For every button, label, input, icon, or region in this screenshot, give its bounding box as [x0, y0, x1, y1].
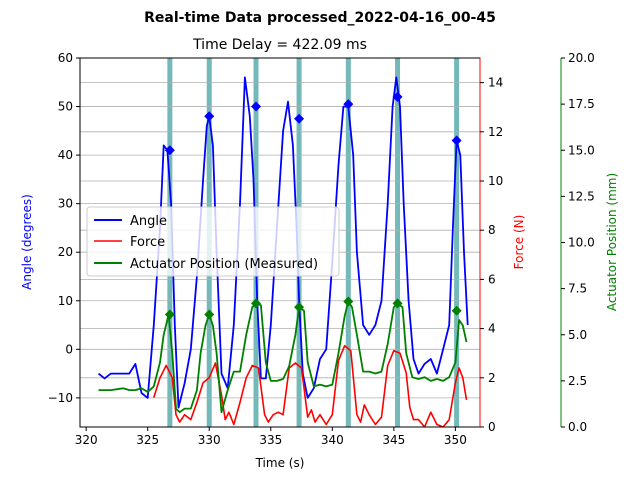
- force-tick-label-0: 0: [488, 420, 496, 434]
- series-line-actuator-position-measured: [98, 300, 468, 414]
- force-tick-label-7: 14: [488, 76, 503, 90]
- actuator-tick-label-6: 15.0: [568, 143, 595, 157]
- angle-tick-label-4: 30: [58, 197, 73, 211]
- actuator-peak-marker-4: [343, 296, 354, 307]
- actuator-peak-marker-3: [294, 302, 305, 313]
- actuator-tick-label-5: 12.5: [568, 189, 595, 203]
- event-band-4: [345, 58, 351, 427]
- angle-peak-marker-6: [451, 135, 462, 146]
- angle-tick-label-2: 10: [58, 294, 73, 308]
- legend: Angle Force Actuator Position (Measured): [86, 206, 340, 277]
- actuator-tick-label-4: 10.0: [568, 236, 595, 250]
- force-tick-label-1: 2: [488, 371, 496, 385]
- angle-tick-label-3: 20: [58, 245, 73, 259]
- force-tick-label-4: 8: [488, 223, 496, 237]
- time-tick-label-2: 330: [198, 433, 221, 447]
- angle-tick-label-6: 50: [58, 100, 73, 114]
- angle-peak-marker-4: [343, 99, 354, 110]
- actuator-tick-label-7: 17.5: [568, 97, 595, 111]
- force-tick-label-2: 4: [488, 322, 496, 336]
- legend-label-actuator: Actuator Position (Measured): [130, 257, 318, 272]
- x-axis-label: Time (s): [255, 456, 305, 470]
- series-lines: [97, 76, 469, 427]
- force-tick-label-5: 10: [488, 174, 503, 188]
- force-axis-label: Force (N): [512, 215, 526, 270]
- actuator-peak-marker-2: [251, 298, 261, 309]
- actuator-tick-label-0: 0.0: [568, 420, 587, 434]
- actuator-peak-marker-6: [451, 305, 462, 316]
- angle-peak-marker-3: [294, 113, 305, 124]
- angle-tick-label-5: 40: [58, 148, 73, 162]
- actuator-peak-marker-1: [204, 309, 215, 320]
- angle-tick-label-1: 0: [65, 342, 73, 356]
- angle-peak-marker-5: [392, 91, 403, 102]
- actuator-peak-marker-5: [392, 298, 403, 309]
- series-line-force: [153, 344, 468, 427]
- actuator-peak-marker-0: [164, 309, 175, 320]
- actuator-tick-label-3: 7.5: [568, 282, 587, 296]
- actuator-axis-label: Actuator Position (mm): [605, 173, 619, 311]
- legend-label-force: Force: [130, 235, 165, 250]
- angle-peak-marker-2: [251, 101, 261, 112]
- time-tick-label-0: 320: [75, 433, 98, 447]
- angle-axis-label: Angle (degrees): [20, 194, 34, 290]
- actuator-tick-label-1: 2.5: [568, 374, 587, 388]
- time-tick-label-1: 325: [136, 433, 159, 447]
- chart-title: Real-time Data processed_2022-04-16_00-4…: [144, 10, 496, 26]
- angle-peak-marker-0: [164, 145, 175, 156]
- time-axis: 320 325 330 335 340 345 350: [75, 427, 467, 447]
- chart-subtitle: Time Delay = 422.09 ms: [192, 37, 367, 53]
- force-axis: 0 2 4 6 8 10 12 14: [479, 58, 503, 434]
- angle-axis: −10 0 10 20 30 40 50 60: [48, 51, 80, 405]
- peak-markers: [164, 91, 462, 320]
- time-tick-label-3: 335: [259, 433, 282, 447]
- force-tick-label-6: 12: [488, 125, 503, 139]
- angle-peak-marker-1: [204, 111, 215, 122]
- actuator-tick-label-8: 20.0: [568, 51, 595, 65]
- event-band-6: [454, 58, 460, 427]
- event-band-5: [395, 58, 401, 427]
- series-line-angle: [97, 76, 469, 409]
- legend-label-angle: Angle: [130, 214, 167, 229]
- actuator-axis: 0.0 2.5 5.0 7.5 10.0 12.5 15.0 17.5 20.0: [560, 51, 595, 434]
- force-tick-label-3: 6: [488, 272, 496, 286]
- time-tick-label-6: 350: [444, 433, 467, 447]
- angle-tick-label-0: −10: [48, 391, 73, 405]
- time-tick-label-4: 340: [321, 433, 344, 447]
- angle-tick-label-7: 60: [58, 51, 73, 65]
- time-tick-label-5: 345: [382, 433, 405, 447]
- legend-box: [86, 206, 340, 277]
- actuator-tick-label-2: 5.0: [568, 328, 587, 342]
